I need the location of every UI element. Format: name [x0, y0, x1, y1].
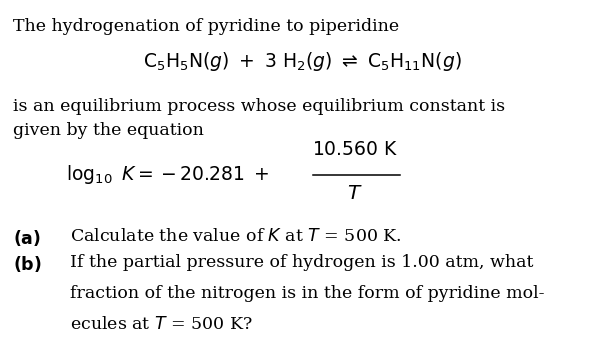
Text: given by the equation: given by the equation	[13, 122, 204, 139]
Text: is an equilibrium process whose equilibrium constant is: is an equilibrium process whose equilibr…	[13, 98, 505, 115]
Text: $\log_{10}\ K = -20.281\ +$: $\log_{10}\ K = -20.281\ +$	[66, 163, 270, 187]
Text: The hydrogenation of pyridine to piperidine: The hydrogenation of pyridine to piperid…	[13, 18, 399, 35]
Text: If the partial pressure of hydrogen is 1.00 atm, what: If the partial pressure of hydrogen is 1…	[70, 254, 533, 271]
Text: $\mathbf{(b)}$: $\mathbf{(b)}$	[13, 254, 42, 274]
Text: $\mathrm{C_5H_5N}(\mathit{g})\ +\ 3\ \mathrm{H_2}(\mathit{g})\ \rightleftharpoon: $\mathrm{C_5H_5N}(\mathit{g})\ +\ 3\ \ma…	[143, 50, 461, 73]
Text: $\mathbf{(a)}$: $\mathbf{(a)}$	[13, 228, 41, 248]
Text: Calculate the value of $K$ at $T$ = 500 K.: Calculate the value of $K$ at $T$ = 500 …	[70, 228, 402, 245]
Text: fraction of the nitrogen is in the form of pyridine mol-: fraction of the nitrogen is in the form …	[70, 285, 544, 302]
Text: ecules at $T$ = 500 K?: ecules at $T$ = 500 K?	[70, 316, 252, 333]
Text: $\mathit{T}$: $\mathit{T}$	[347, 184, 363, 203]
Text: $\mathrm{10.560\ K}$: $\mathrm{10.560\ K}$	[312, 141, 398, 159]
